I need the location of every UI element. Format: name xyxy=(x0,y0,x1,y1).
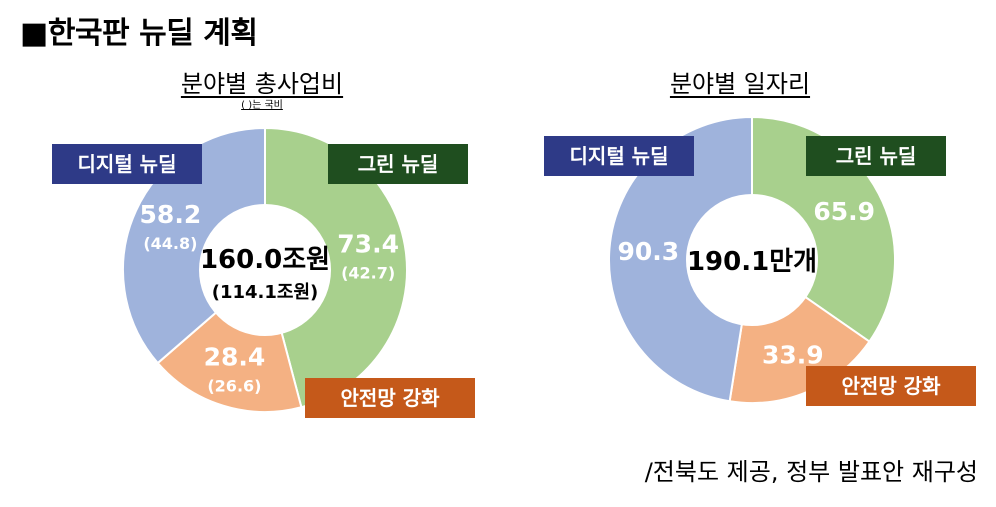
subvalue-label: (42.7) xyxy=(341,264,395,283)
value-label: 90.3 xyxy=(617,237,679,266)
slice-digital xyxy=(608,115,753,403)
donut-hole xyxy=(199,204,331,336)
legend-safety-net: 안전망 강화 xyxy=(305,378,475,418)
jobs-donut-chart: 분야별 일자리 65.9 33.9 90.3 190.1만개 디지털 뉴딜 그린 뉴딜… xyxy=(500,60,980,420)
chart-title: 분야별 일자리 xyxy=(669,70,811,98)
center-total-label: 190.1만개 xyxy=(687,247,817,277)
value-label: 65.9 xyxy=(813,197,875,226)
center-subtotal-label: (114.1조원) xyxy=(212,282,319,303)
chart-subtitle: ( )는 국비 xyxy=(241,100,283,111)
legend-digital-new-deal: 디지털 뉴딜 xyxy=(544,136,694,176)
legend-digital-new-deal: 디지털 뉴딜 xyxy=(52,144,202,184)
budget-donut-svg: 73.4 (42.7) 28.4 (26.6) 58.2 (44.8)160.0조원 (11… xyxy=(122,126,408,413)
value-label: 73.4 xyxy=(337,230,399,259)
subvalue-label: (26.6) xyxy=(207,376,261,395)
legend-safety-net: 안전망 강화 xyxy=(806,366,976,406)
chart-title: 분야별 총사업비 xyxy=(180,70,344,98)
value-label: 58.2 xyxy=(140,200,202,229)
value-label: 33.9 xyxy=(762,341,824,370)
legend-green-new-deal: 그린 뉴딜 xyxy=(328,144,468,184)
slice-digital xyxy=(122,126,266,365)
source-note: /전북도 제공, 정부 발표안 재구성 xyxy=(644,458,978,486)
page-title: ■한국판 뉴딜 계획 xyxy=(20,16,258,51)
center-total-label: 160.0조원 xyxy=(200,245,330,275)
subvalue-label: (44.8) xyxy=(143,234,197,253)
legend-green-new-deal: 그린 뉴딜 xyxy=(806,136,946,176)
budget-donut-chart: 분야별 총사업비 ( )는 국비 73.4 (42.7) 28.4 (26.6) 58.… xyxy=(22,60,502,420)
donut-hole xyxy=(686,194,818,326)
value-label: 28.4 xyxy=(204,342,266,371)
